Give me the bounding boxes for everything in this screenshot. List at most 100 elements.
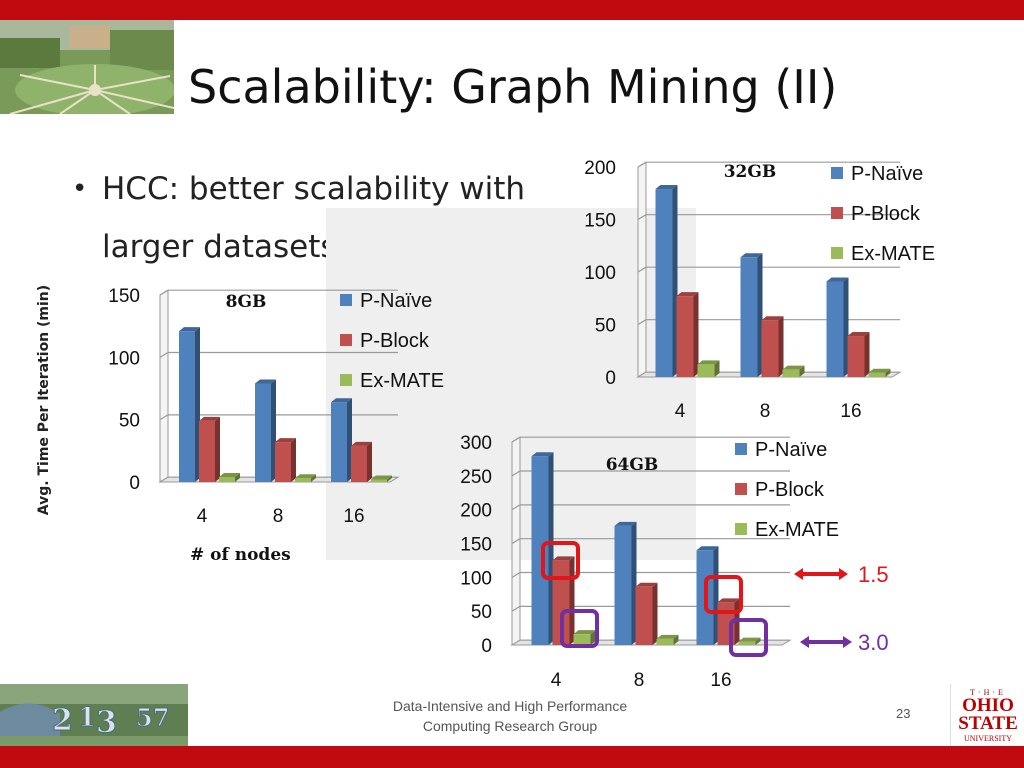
legend-label-64gb: P-Block — [755, 479, 825, 501]
legend-swatch-32gb — [831, 167, 843, 179]
top-red-bar — [0, 0, 1024, 20]
y-tick-label: 50 — [119, 411, 140, 432]
legend-swatch-64gb — [735, 443, 747, 455]
gridline-side — [159, 414, 169, 421]
y-tick-label: 100 — [584, 263, 616, 284]
bar-8gb-pnave-16 — [331, 398, 352, 482]
y-tick-label: 150 — [108, 286, 140, 307]
gridline-side — [159, 289, 169, 296]
y-tick-label: 200 — [460, 501, 492, 522]
gridline-side — [637, 214, 647, 221]
bar-8gb-exmate-8 — [295, 474, 316, 482]
highlight-box-exmate-16 — [729, 618, 768, 657]
legend-label-32gb: P-Naïve — [851, 163, 923, 185]
ratio-label-pblock: 1.5 — [858, 562, 889, 587]
gridline-side — [637, 319, 647, 326]
gridline-side — [511, 605, 521, 612]
chart-title-32gb: 32GB — [724, 162, 777, 182]
bar-64gb-exmate-4 — [573, 630, 596, 645]
bullet-icon: • — [72, 174, 88, 204]
x-axis-label: # of nodes — [190, 545, 291, 565]
university-logo: T·H·E OHIO STATE UNIVERSITY — [950, 684, 1024, 746]
legend-label-32gb: Ex-MATE — [851, 243, 935, 265]
bar-64gb-pblock-8 — [635, 582, 658, 645]
bar-32gb-pnave-4 — [655, 185, 678, 377]
y-tick-label: 100 — [108, 348, 140, 369]
campus-photo — [0, 20, 174, 114]
bar-64gb-exmate-8 — [656, 634, 679, 645]
bar-64gb-pnave-8 — [614, 521, 637, 645]
double-arrow-red-icon — [794, 568, 848, 580]
gridline-side — [511, 436, 521, 443]
legend-label-8gb: Ex-MATE — [360, 370, 444, 392]
gridline-side — [511, 504, 521, 511]
gridline-side — [511, 538, 521, 545]
y-tick-label: 50 — [471, 602, 492, 623]
bar-64gb-pnave-4 — [531, 452, 554, 645]
x-tick-label: 16 — [710, 670, 731, 691]
y-tick-label: 0 — [605, 368, 616, 389]
svg-text:1: 1 — [78, 703, 96, 733]
background-panel — [326, 208, 696, 560]
y-tick-label: 150 — [584, 211, 616, 232]
bar-8gb-exmate-4 — [219, 473, 240, 482]
legend-swatch-8gb — [340, 374, 352, 386]
legend-label-64gb: P-Naïve — [755, 439, 827, 461]
svg-text:57: 57 — [136, 703, 169, 732]
x-tick-label: 8 — [760, 401, 771, 422]
x-tick-label: 16 — [840, 401, 861, 422]
bar-8gb-pblock-8 — [275, 438, 296, 482]
footer-group-name: Data-Intensive and High Performance Comp… — [360, 696, 660, 736]
footer-line-1: Data-Intensive and High Performance — [392, 698, 628, 714]
y-tick-label: 150 — [460, 535, 492, 556]
double-arrow-purple-icon — [800, 636, 852, 648]
legend-label-32gb: P-Block — [851, 203, 921, 225]
legend-label-8gb: P-Naïve — [360, 290, 432, 312]
legend-swatch-8gb — [340, 294, 352, 306]
legend-label-8gb: P-Block — [360, 330, 430, 352]
chart-title-8gb: 8GB — [226, 292, 267, 312]
bar-32gb-pblock-8 — [761, 316, 784, 377]
x-tick-label: 8 — [273, 506, 284, 527]
bottom-red-bar — [0, 746, 1024, 768]
chart-title-64gb: 64GB — [606, 455, 659, 475]
bar-8gb-pblock-16 — [351, 441, 372, 482]
gridline-side — [511, 470, 521, 477]
legend-swatch-8gb — [340, 334, 352, 346]
x-tick-label: 16 — [343, 506, 364, 527]
gridline-side — [159, 352, 169, 358]
legend-swatch-64gb — [735, 483, 747, 495]
y-tick-label: 300 — [460, 433, 492, 454]
bar-8gb-pblock-4 — [199, 416, 220, 482]
ratio-label-exmate: 3.0 — [858, 630, 889, 655]
bar-8gb-pnave-8 — [255, 379, 276, 482]
svg-text:2: 2 — [52, 703, 73, 738]
footer-line-2: Computing Research Group — [422, 718, 598, 734]
y-tick-label: 200 — [584, 158, 616, 179]
y-tick-label: 250 — [460, 467, 492, 488]
bar-8gb-pnave-4 — [179, 327, 200, 482]
y-tick-label: 50 — [595, 316, 616, 337]
bar-32gb-pblock-16 — [847, 332, 870, 377]
bar-32gb-exmate-16 — [868, 368, 891, 377]
bar-32gb-exmate-8 — [782, 365, 805, 377]
bullet-text: HCC: better scalability with larger data… — [102, 171, 526, 265]
bar-32gb-pblock-4 — [676, 292, 699, 377]
highlight-box-pblock-16 — [704, 575, 743, 614]
page-number: 23 — [896, 706, 911, 721]
x-tick-label: 8 — [634, 670, 645, 691]
y-tick-label: 0 — [481, 636, 492, 657]
gridline-side — [511, 572, 521, 578]
y-tick-label: 100 — [460, 568, 492, 589]
bar-32gb-exmate-4 — [697, 360, 720, 377]
x-tick-label: 4 — [675, 401, 686, 422]
numbers-sculpture-photo: 2 1 3 57 — [0, 684, 188, 746]
highlight-box-pblock-4 — [541, 541, 580, 580]
svg-text:3: 3 — [96, 705, 117, 740]
legend-swatch-32gb — [831, 207, 843, 219]
x-tick-label: 4 — [197, 506, 208, 527]
bar-32gb-pnave-8 — [740, 253, 763, 377]
